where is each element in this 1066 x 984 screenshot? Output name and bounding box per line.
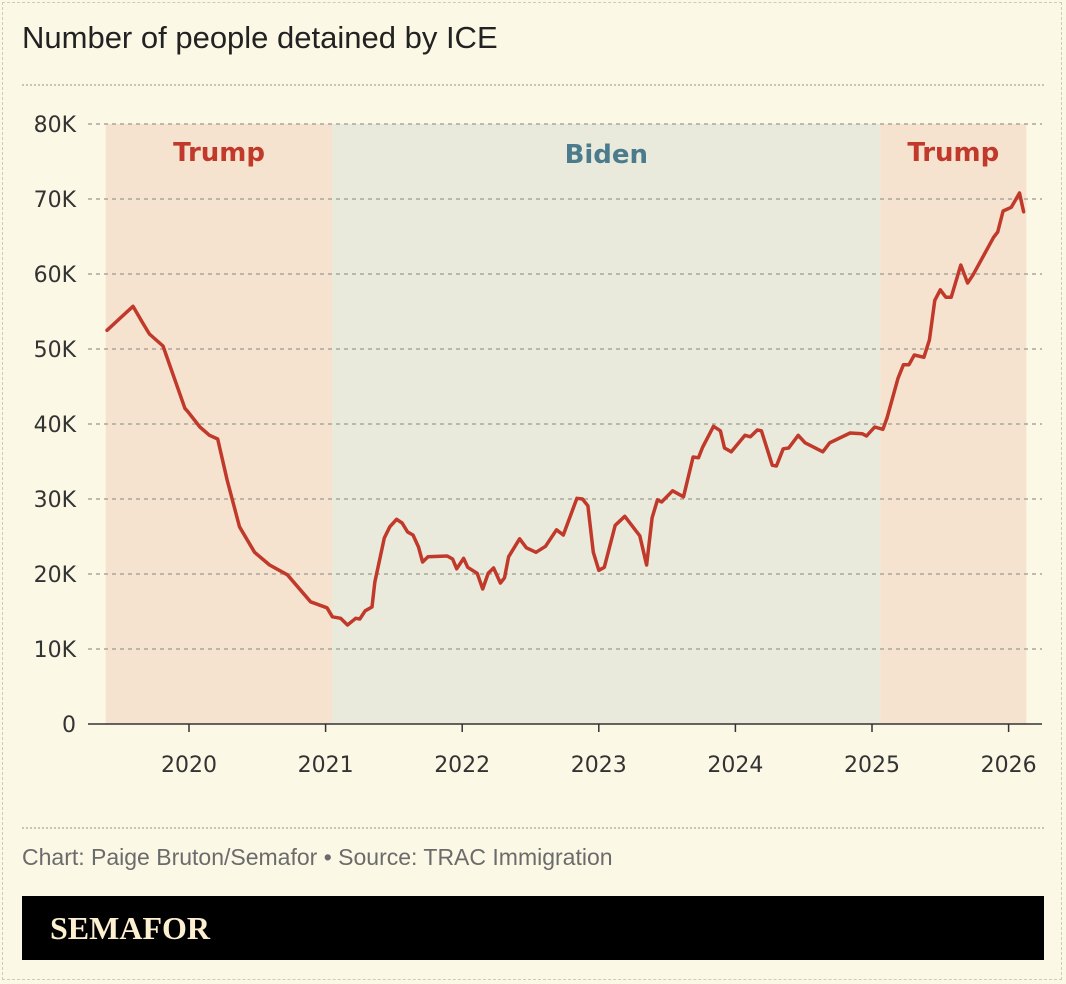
y-tick-label: 80K xyxy=(34,113,77,138)
source-credit: Chart: Paige Bruton/Semafor • Source: TR… xyxy=(22,844,613,870)
x-tick-label: 2020 xyxy=(161,753,217,778)
y-tick-label: 70K xyxy=(34,188,77,213)
y-tick-label: 50K xyxy=(34,338,77,363)
x-tick-label: 2023 xyxy=(571,753,627,778)
y-tick-label: 20K xyxy=(34,563,77,588)
y-tick-label: 10K xyxy=(34,638,77,663)
detention-series-line xyxy=(105,191,1026,627)
bottom-divider xyxy=(22,827,1044,829)
x-tick-label: 2026 xyxy=(981,753,1037,778)
brand-bar: SEMAFOR xyxy=(22,896,1044,960)
x-tick-label: 2021 xyxy=(298,753,354,778)
y-tick-label: 60K xyxy=(34,263,77,288)
era-label-biden: Biden xyxy=(565,140,648,170)
top-divider xyxy=(22,84,1044,86)
x-tick-label: 2024 xyxy=(707,753,763,778)
x-tick-label: 2022 xyxy=(434,753,490,778)
y-tick-label: 40K xyxy=(34,413,77,438)
x-tick-label: 2025 xyxy=(844,753,900,778)
semafor-logo: SEMAFOR xyxy=(50,910,210,946)
era-label-trump: Trump xyxy=(907,138,999,168)
chart-title: Number of people detained by ICE xyxy=(22,20,498,55)
y-tick-label: 0 xyxy=(62,713,76,738)
y-tick-label: 30K xyxy=(34,488,77,513)
era-band-biden xyxy=(332,124,881,724)
era-label-trump: Trump xyxy=(173,138,265,168)
